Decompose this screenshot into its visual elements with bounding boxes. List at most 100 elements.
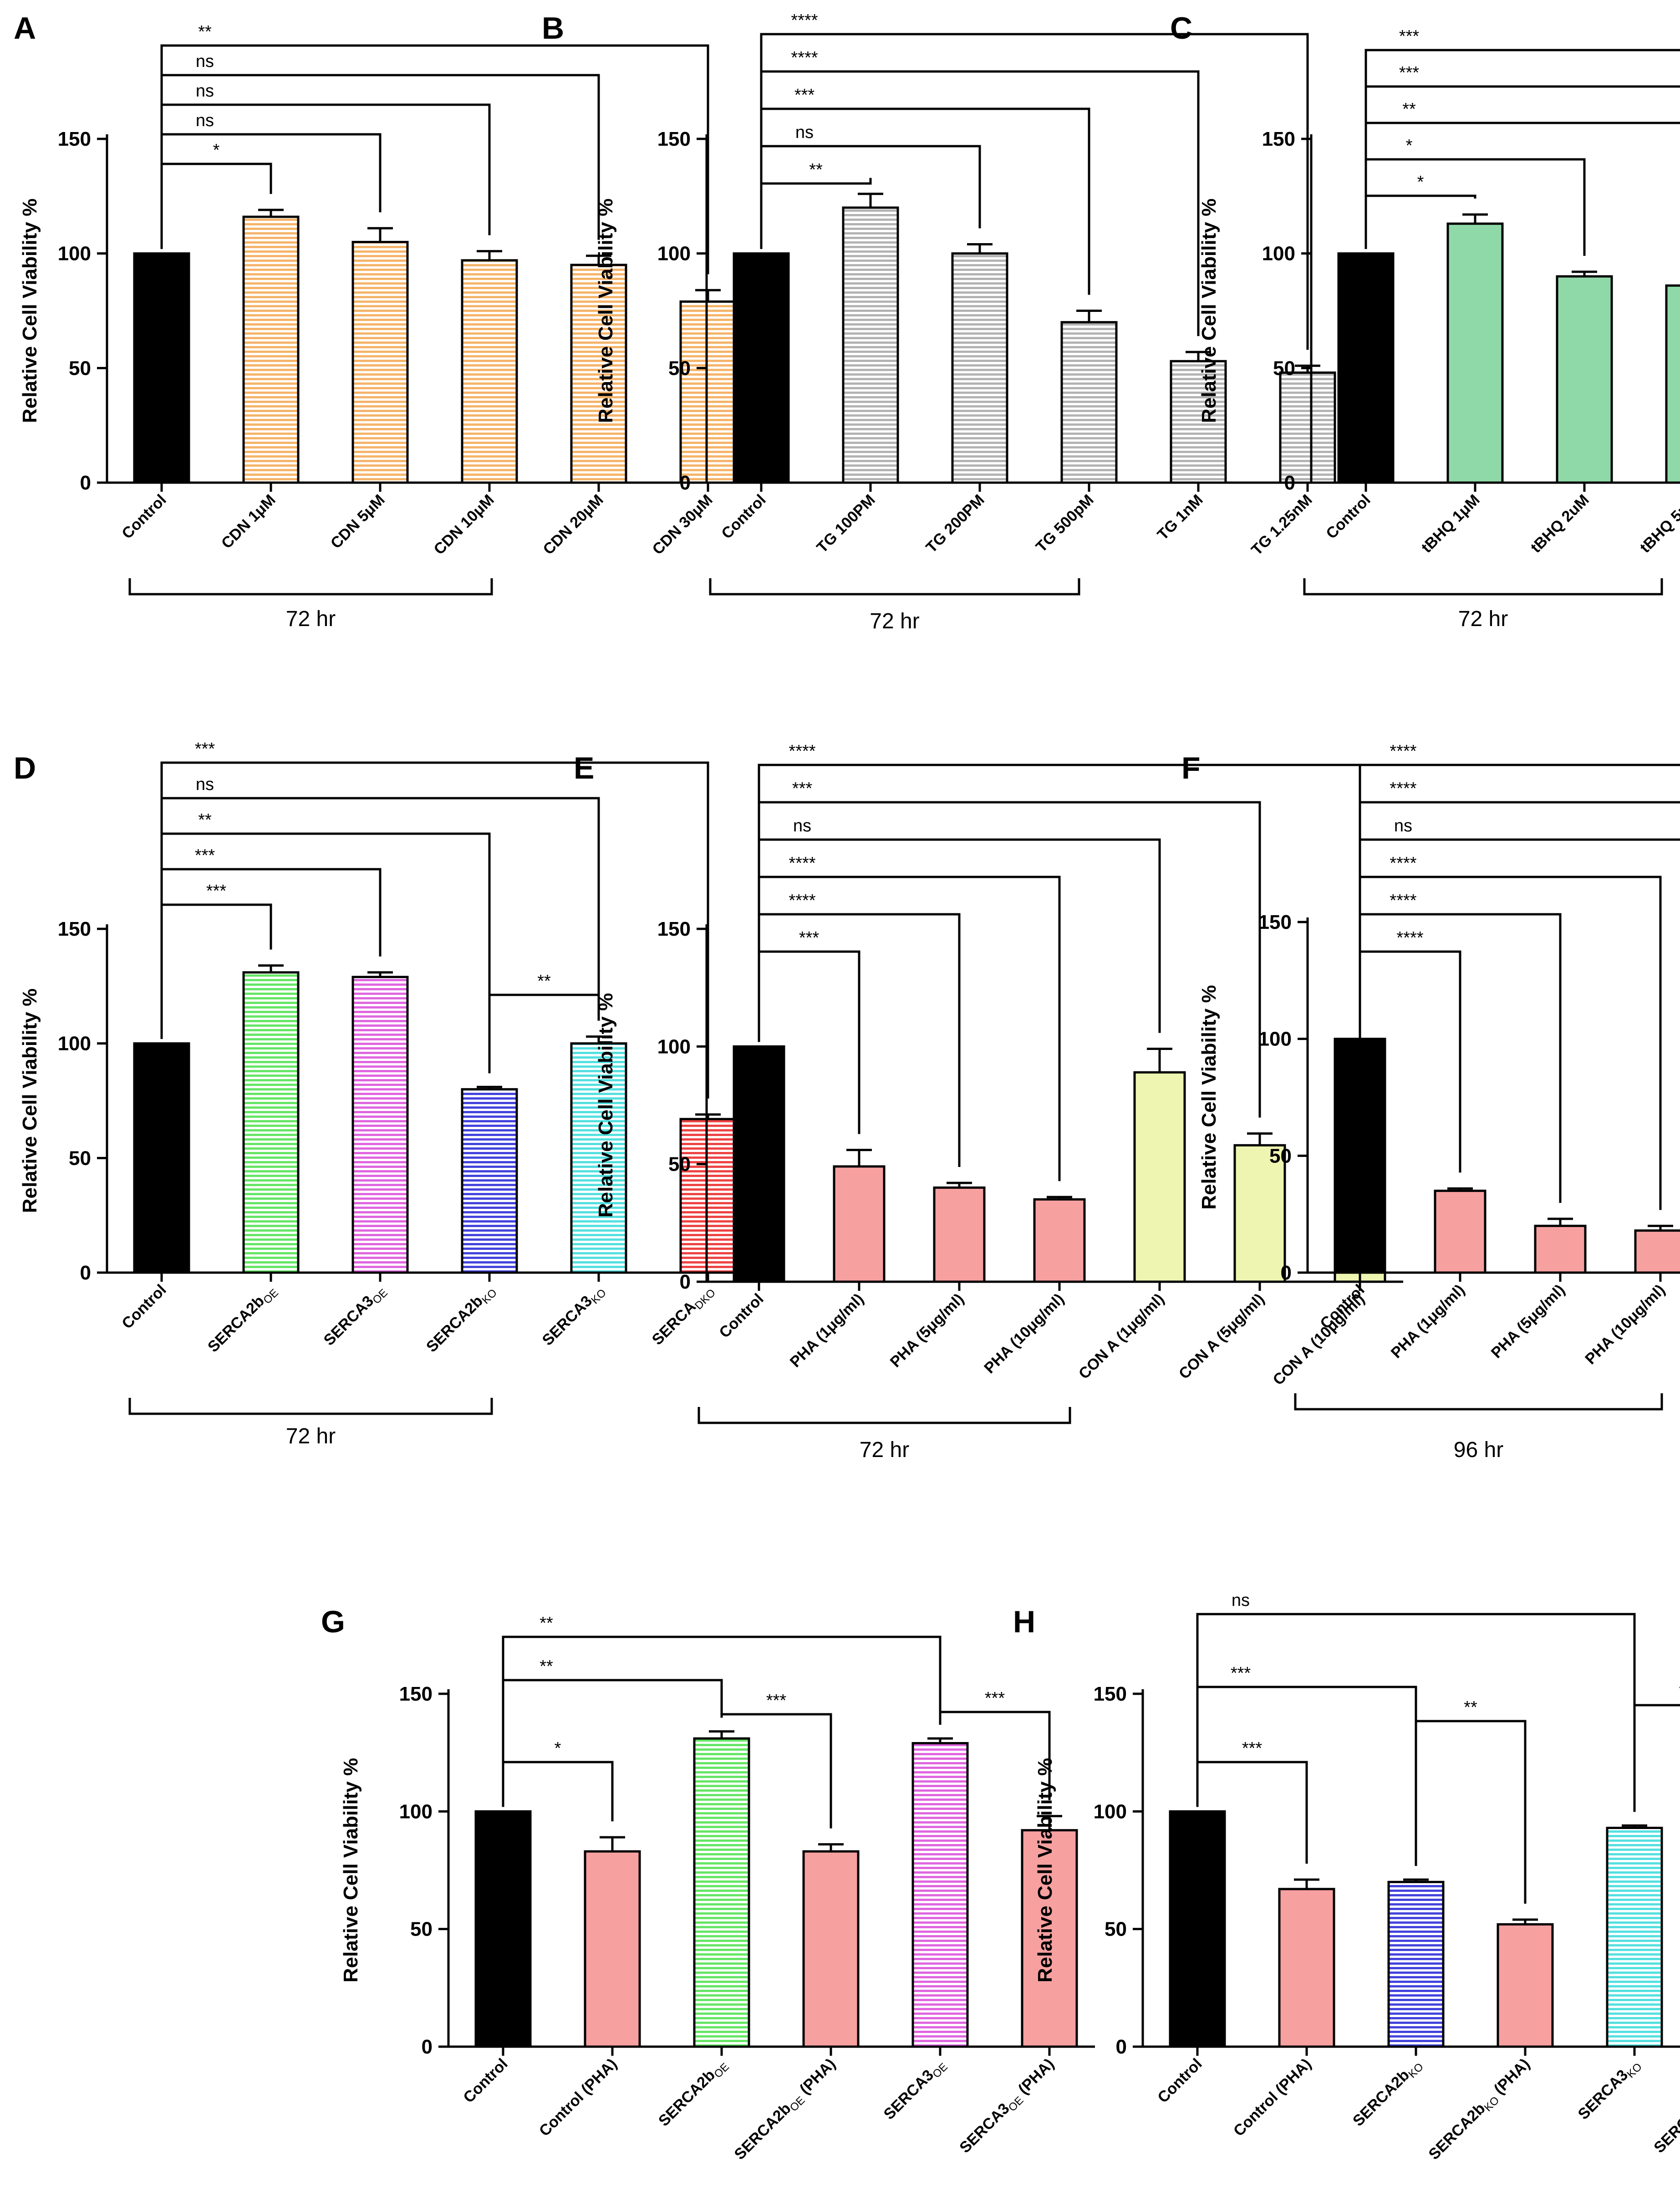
- significance-label: ***: [1242, 1739, 1263, 1758]
- category-label: PHA (1μg/ml): [787, 1290, 867, 1371]
- category-label: CON A (1μg/ml): [1676, 1281, 1680, 1374]
- y-tick-label: 50: [668, 1153, 691, 1176]
- significance-label: *: [555, 1739, 561, 1758]
- chart-panel-g: G 0 50 100 150 Relative Cell Viability % Contr…: [321, 1605, 1095, 2165]
- bar-e-3: [1033, 1198, 1086, 1283]
- bar-a-0: [133, 252, 190, 484]
- bar-a-2: [351, 241, 409, 484]
- category-label: PHA (5μg/ml): [1488, 1281, 1568, 1362]
- significance-bracket: [1415, 1720, 1527, 1904]
- panel-label: E: [574, 751, 594, 785]
- significance-label: ***: [799, 928, 820, 948]
- bar-h-4: [1606, 1827, 1663, 2048]
- significance-label: *: [1406, 136, 1413, 155]
- bar-h-1: [1278, 1888, 1335, 2048]
- y-tick-label: 150: [657, 128, 691, 150]
- bar-c-3: [1665, 284, 1680, 484]
- category-label: TG 200PM: [923, 491, 988, 556]
- y-tick-label: 0: [1116, 2036, 1127, 2058]
- time-bracket: [128, 1398, 493, 1415]
- time-bracket: [128, 578, 493, 596]
- significance-label: ****: [1390, 779, 1416, 798]
- time-label: 72 hr: [870, 609, 919, 633]
- significance-bracket: [1359, 764, 1680, 1034]
- significance-label: ns: [793, 816, 811, 836]
- category-label: CDN 1μM: [218, 491, 279, 552]
- category-label: SERCA3OE (PHA): [956, 2055, 1059, 2159]
- bar-g-0: [474, 1810, 532, 2048]
- chart-panel-e: E 0 50 100 150 Relative Cell Viability % Contr…: [574, 742, 1403, 1462]
- chart-panel-c: C 0 50 100 150 Relative Cell Viability % Contr…: [1170, 11, 1680, 631]
- bar-b-0: [733, 252, 790, 484]
- significance-label: **: [198, 810, 212, 830]
- time-label: 72 hr: [286, 1424, 336, 1448]
- y-axis-title: Relative Cell Viability %: [1198, 199, 1220, 423]
- significance-bracket: [1359, 876, 1662, 1210]
- category-label: SERCA2bKO: [1349, 2055, 1426, 2132]
- bar-b-5: [1279, 371, 1336, 484]
- category-label: Control: [716, 1290, 767, 1341]
- y-tick-label: 50: [1105, 1918, 1127, 1941]
- category-label: Control (PHA): [536, 2055, 621, 2140]
- panel-label: C: [1170, 11, 1192, 46]
- significance-label: ***: [1399, 27, 1420, 46]
- bar-g-2: [693, 1737, 750, 2048]
- significance-bracket: [758, 876, 1061, 1181]
- category-label: TG 500pM: [1033, 491, 1097, 556]
- category-label: SERCA3KO: [539, 1281, 609, 1351]
- category-label: tBHQ 2uM: [1527, 491, 1593, 556]
- bar-d-5: [679, 1118, 737, 1274]
- y-tick-label: 50: [1269, 1145, 1292, 1167]
- significance-label: ****: [791, 11, 818, 30]
- significance-label: **: [1464, 1698, 1477, 1717]
- significance-label: ns: [196, 82, 214, 101]
- y-tick-label: 150: [1258, 911, 1292, 933]
- y-tick-label: 100: [1258, 1028, 1292, 1050]
- y-axis-title: Relative Cell Viability %: [19, 199, 41, 423]
- y-tick-label: 150: [58, 128, 91, 150]
- category-label: Control: [460, 2055, 511, 2106]
- category-label: SERCA3OE: [321, 1281, 390, 1351]
- y-tick-label: 50: [410, 1918, 433, 1941]
- significance-label: *: [1417, 173, 1424, 192]
- chart-panel-h: H 0 50 100 150 Relative Cell Viability % Contr…: [1013, 1591, 1680, 2163]
- category-label: Control: [118, 491, 169, 542]
- y-tick-label: 150: [657, 918, 691, 940]
- category-label: SERCA3KO: [1575, 2055, 1644, 2125]
- category-label: Control: [118, 1281, 169, 1332]
- category-label: TG 1nM: [1154, 491, 1207, 544]
- panel-label: H: [1013, 1605, 1035, 1639]
- significance-label: **: [540, 1614, 553, 1633]
- bar-f-3: [1634, 1229, 1680, 1274]
- bar-c-0: [1337, 252, 1395, 484]
- y-tick-label: 0: [1281, 1262, 1292, 1284]
- category-label: PHA (1μg/ml): [1388, 1281, 1468, 1362]
- bar-g-4: [911, 1742, 969, 2048]
- significance-label: **: [809, 160, 823, 179]
- category-label: tBHQ 1μM: [1418, 491, 1483, 556]
- category-label: CON A (5μg/ml): [1176, 1290, 1268, 1383]
- y-tick-label: 0: [680, 472, 691, 494]
- significance-label: ns: [1394, 816, 1412, 836]
- y-tick-label: 0: [80, 472, 91, 494]
- bar-h-0: [1169, 1810, 1226, 2048]
- y-tick-label: 0: [422, 2036, 433, 2058]
- category-label: SERCA2bOE: [204, 1281, 281, 1358]
- time-label: 96 hr: [1454, 1438, 1503, 1462]
- time-bracket: [1303, 578, 1663, 596]
- bar-b-1: [842, 206, 899, 484]
- chart-panel-a: A 0 50 100 150 Relative Cell Viability % Contr…: [14, 11, 753, 631]
- significance-bracket: [1364, 49, 1680, 249]
- category-label: SERCA2bOE (PHA): [731, 2055, 841, 2165]
- category-label: CDN 10μM: [431, 491, 498, 558]
- y-tick-label: 100: [58, 243, 91, 265]
- significance-label: ****: [1390, 742, 1416, 761]
- panel-label: G: [321, 1605, 345, 1639]
- significance-label: ****: [1390, 891, 1416, 910]
- significance-label: ***: [1679, 1682, 1680, 1701]
- y-tick-label: 150: [399, 1683, 433, 1705]
- y-tick-label: 0: [680, 1271, 691, 1293]
- bar-h-3: [1497, 1923, 1554, 2048]
- category-label: SERCA2bOE: [655, 2055, 732, 2132]
